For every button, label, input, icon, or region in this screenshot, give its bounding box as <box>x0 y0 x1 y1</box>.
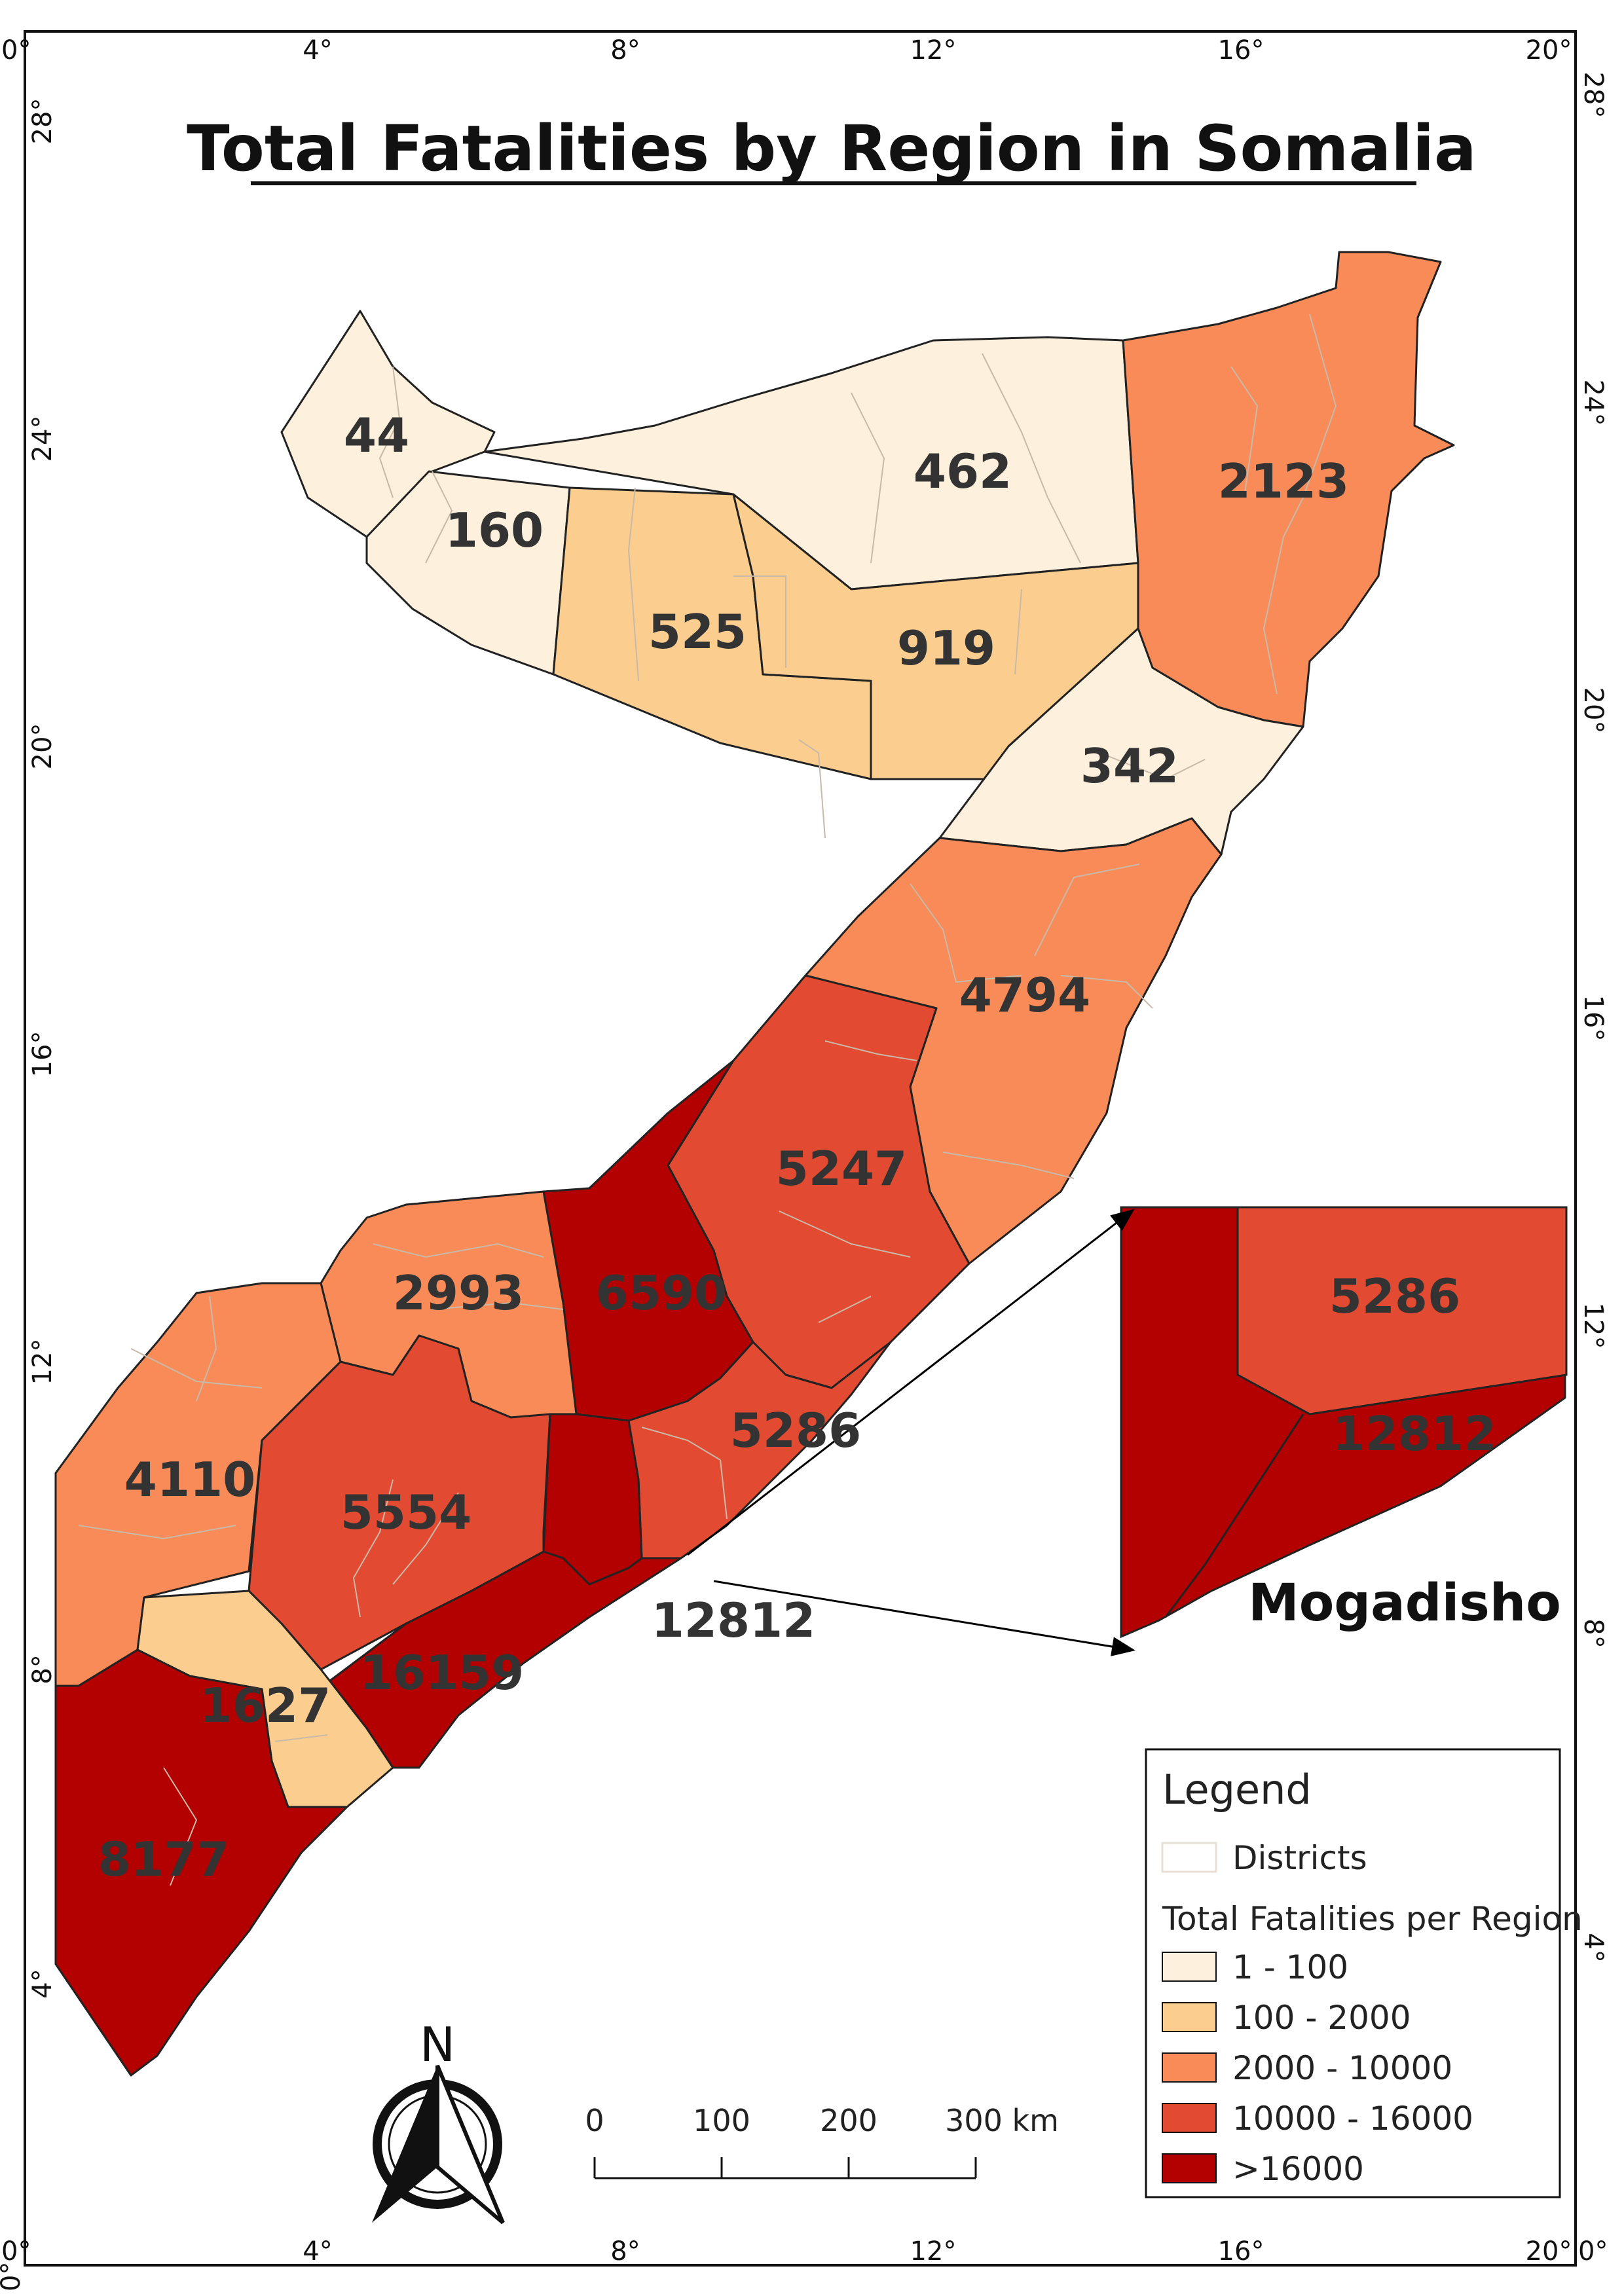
north-arrow: N <box>372 2017 505 2225</box>
label-lower-juba: 8177 <box>98 1832 229 1887</box>
lat-tick-left: 16° <box>28 1031 58 1078</box>
lat-tick-right: 16° <box>1578 995 1608 1042</box>
lon-tick-bottom: 4° <box>303 2236 332 2267</box>
scale-label: 0 <box>585 2103 604 2138</box>
lat-tick-left: 20° <box>28 723 58 770</box>
legend: Legend Districts Total Fatalities per Re… <box>1145 1748 1583 2198</box>
region-lower-juba[interactable] <box>54 1649 348 2077</box>
lon-tick-top: 4° <box>303 35 332 65</box>
label-sool: 919 <box>897 621 995 676</box>
lon-tick-bottom: 8° <box>610 2236 640 2267</box>
legend-class-label: 2000 - 10000 <box>1232 2049 1452 2087</box>
legend-swatch <box>1162 2153 1217 2183</box>
lat-tick-right: 4° <box>1578 1933 1608 1962</box>
inset-divider <box>1164 1413 1304 1618</box>
inset-region-middle-shabelle[interactable] <box>1236 1206 1568 1415</box>
lon-tick-bottom: 12° <box>910 2236 957 2267</box>
north-arrow-right-half <box>435 2064 505 2225</box>
lat-tick-right: 12° <box>1578 1303 1608 1349</box>
lat-tick-left: 8° <box>28 1654 58 1684</box>
lat-tick-left: 4° <box>28 1969 58 1998</box>
inset-map: 5286 12812 Mogadisho <box>1120 1206 1568 1639</box>
inset-label-12812: 12812 <box>1333 1406 1497 1461</box>
lon-tick-top: 20° <box>1526 35 1572 65</box>
scale-bar: 0 100 200 300 km <box>585 2103 1059 2179</box>
lon-tick-bottom: 20° <box>1526 2236 1572 2267</box>
legend-districts-label: Districts <box>1232 1839 1367 1877</box>
label-bari: 2123 <box>1218 454 1349 509</box>
legend-section-label: Total Fatalities per Region <box>1162 1900 1583 1938</box>
label-gedo: 4110 <box>124 1452 255 1507</box>
legend-class-label: 1 - 100 <box>1232 1948 1348 1986</box>
label-nugaal: 342 <box>1080 738 1179 793</box>
corner-label: 0° <box>0 2262 26 2291</box>
inset-arrow-bottom <box>713 1580 1135 1656</box>
legend-swatch <box>1162 2052 1217 2083</box>
label-middle-shabelle: 5286 <box>730 1403 861 1458</box>
label-woqooyi-galbeed: 160 <box>445 503 544 558</box>
label-hiraan: 6590 <box>596 1266 727 1321</box>
lon-tick-top: 12° <box>910 35 957 65</box>
legend-class-label: >16000 <box>1232 2150 1364 2188</box>
legend-swatch <box>1162 2002 1217 2032</box>
lon-tick-bottom: 16° <box>1218 2236 1264 2267</box>
region-lower-shabelle[interactable] <box>326 1550 682 1769</box>
legend-districts-swatch <box>1161 1842 1217 1873</box>
legend-swatch <box>1162 2103 1217 2133</box>
corner-label: 0° <box>1 35 31 65</box>
corner-label: 0° <box>1 2236 31 2267</box>
corner-label: 0° <box>1578 2236 1608 2267</box>
north-label: N <box>420 2017 455 2072</box>
graticule-labels: 4° 8° 12° 16° 20° 4° 8° 12° 16° 20° 28° … <box>0 35 1608 2291</box>
label-mudug: 4794 <box>959 968 1090 1023</box>
north-arrow-left-half <box>372 2066 437 2223</box>
label-middle-juba: 1627 <box>200 1678 331 1733</box>
label-lower-shabelle: 16159 <box>360 1645 525 1700</box>
lat-tick-right: 8° <box>1578 1618 1608 1648</box>
lon-tick-top: 8° <box>610 35 640 65</box>
lat-tick-right: 20° <box>1578 687 1608 734</box>
legend-class-label: 100 - 2000 <box>1232 1999 1411 2037</box>
scale-label: 100 <box>693 2103 750 2138</box>
scale-label: 300 km <box>945 2103 1059 2138</box>
label-galgaduud: 5247 <box>776 1141 907 1196</box>
label-togdheer: 525 <box>648 604 747 659</box>
lat-tick-right: 28° <box>1578 72 1608 118</box>
label-banadir: 12812 <box>652 1593 816 1648</box>
legend-swatch <box>1162 1952 1217 1982</box>
inset-label-5286: 5286 <box>1329 1269 1460 1324</box>
label-sanaag: 462 <box>913 444 1012 499</box>
lat-tick-left: 12° <box>28 1339 58 1385</box>
inset-arrow-top <box>687 1209 1135 1556</box>
map-title: Total Fatalities by Region in Somalia <box>187 112 1477 185</box>
lat-tick-left: 24° <box>28 416 58 462</box>
lat-tick-right: 24° <box>1578 380 1608 426</box>
map-frame <box>24 30 1577 2267</box>
region-labels: 44 160 525 462 919 2123 342 4794 5247 65… <box>98 408 1349 1887</box>
legend-title: Legend <box>1162 1766 1312 1813</box>
label-bay: 5554 <box>341 1485 471 1540</box>
inset-place-label: Mogadisho <box>1248 1574 1561 1633</box>
label-bakool: 2993 <box>393 1266 524 1321</box>
label-awdal: 44 <box>344 408 409 463</box>
district-boundaries <box>78 314 1337 1886</box>
legend-class-label: 10000 - 16000 <box>1232 2100 1473 2138</box>
regions-layer <box>54 251 1455 2077</box>
scale-label: 200 <box>820 2103 877 2138</box>
lon-tick-top: 16° <box>1218 35 1264 65</box>
lat-tick-left: 28° <box>28 98 58 145</box>
